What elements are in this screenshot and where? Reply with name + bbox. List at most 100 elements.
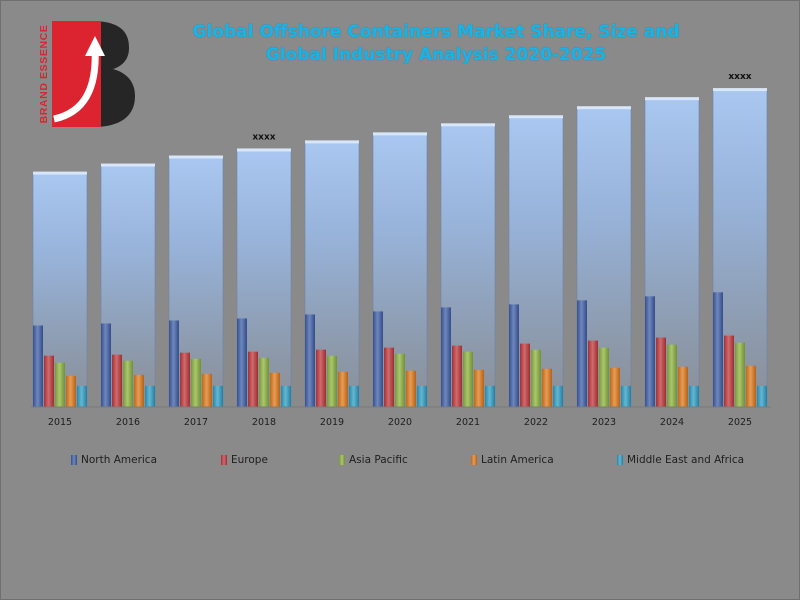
bar-latin-america-2024	[678, 366, 688, 407]
total-bar-cap-2017	[169, 155, 223, 159]
bar-asia-pacific-2016	[123, 360, 133, 407]
data-label-2018: xxxx	[252, 132, 275, 142]
bar-asia-pacific-2025	[735, 342, 745, 407]
total-bar-cap-2019	[305, 140, 359, 144]
bar-latin-america-2021	[474, 369, 484, 407]
x-tick-label-2017: 2017	[184, 417, 208, 428]
legend-swatch	[471, 455, 477, 465]
bar-middle-east-and-africa-2023	[621, 385, 631, 407]
bar-middle-east-and-africa-2020	[417, 385, 427, 407]
bar-europe-2017	[180, 352, 190, 407]
bar-europe-2024	[656, 337, 666, 407]
bar-latin-america-2025	[746, 365, 756, 407]
bar-north-america-2017	[169, 320, 179, 407]
bar-middle-east-and-africa-2024	[689, 385, 699, 407]
bar-latin-america-2019	[338, 371, 348, 407]
bar-north-america-2024	[645, 296, 655, 407]
legend-label: Middle East and Africa	[627, 454, 745, 466]
bar-europe-2016	[112, 354, 122, 407]
chart-title-line-1: Global Offshore Containers Market Share,…	[192, 22, 680, 42]
legend-swatch	[71, 455, 77, 465]
total-bar-cap-2024	[645, 97, 699, 101]
chart-title-line-2: Global Industry Analysis 2020-2025	[265, 45, 607, 65]
bar-middle-east-and-africa-2017	[213, 385, 223, 407]
bar-north-america-2021	[441, 307, 451, 407]
bar-north-america-2019	[305, 314, 315, 407]
x-tick-label-2020: 2020	[388, 417, 412, 428]
bar-asia-pacific-2023	[599, 347, 609, 407]
bar-asia-pacific-2021	[463, 351, 473, 407]
legend-swatch	[339, 455, 345, 465]
bar-latin-america-2016	[134, 374, 144, 407]
logo-text: BRAND ESSENCE	[38, 25, 50, 124]
bar-north-america-2015	[33, 325, 43, 407]
x-tick-label-2023: 2023	[592, 417, 616, 428]
bar-latin-america-2023	[610, 367, 620, 407]
bar-middle-east-and-africa-2015	[77, 385, 87, 407]
bar-north-america-2022	[509, 304, 519, 407]
total-bar-cap-2018	[237, 148, 291, 152]
x-tick-label-2021: 2021	[456, 417, 480, 428]
total-bar-cap-2016	[101, 163, 155, 167]
bar-asia-pacific-2017	[191, 358, 201, 407]
bar-europe-2015	[44, 355, 54, 407]
total-bar-cap-2023	[577, 106, 631, 110]
bar-latin-america-2017	[202, 373, 212, 407]
bar-north-america-2023	[577, 300, 587, 407]
bar-middle-east-and-africa-2022	[553, 385, 563, 407]
legend-item-north-america: North America	[71, 454, 157, 466]
total-bar-cap-2015	[33, 171, 87, 175]
bar-europe-2025	[724, 335, 734, 407]
x-tick-label-2015: 2015	[48, 417, 72, 428]
bar-asia-pacific-2015	[55, 362, 65, 407]
total-bar-cap-2022	[509, 115, 563, 119]
bar-latin-america-2020	[406, 370, 416, 407]
legend: North America Europe Asia Pacific Latin Ame…	[71, 454, 771, 470]
x-tick-label-2025: 2025	[728, 417, 752, 428]
x-tick-label-2022: 2022	[524, 417, 548, 428]
legend-item-asia-pacific: Asia Pacific	[339, 454, 408, 466]
bar-middle-east-and-africa-2021	[485, 385, 495, 407]
total-bar-cap-2025	[713, 88, 767, 92]
bar-asia-pacific-2020	[395, 353, 405, 407]
legend-item-latin-america: Latin America	[471, 454, 554, 466]
legend-swatch	[221, 455, 227, 465]
bar-north-america-2020	[373, 311, 383, 407]
legend-label: North America	[81, 454, 158, 466]
bar-asia-pacific-2024	[667, 344, 677, 407]
legend-label: Asia Pacific	[349, 454, 408, 466]
bar-latin-america-2015	[66, 375, 76, 407]
bar-asia-pacific-2022	[531, 349, 541, 407]
bar-europe-2021	[452, 345, 462, 407]
legend-label: Europe	[231, 454, 268, 466]
bar-latin-america-2022	[542, 368, 552, 407]
bar-north-america-2016	[101, 323, 111, 407]
bar-north-america-2018	[237, 318, 247, 407]
bar-latin-america-2018	[270, 372, 280, 407]
bar-asia-pacific-2019	[327, 355, 337, 407]
bar-europe-2023	[588, 340, 598, 407]
bar-europe-2019	[316, 349, 326, 407]
data-label-2025: xxxx	[728, 72, 751, 82]
bar-europe-2018	[248, 351, 258, 407]
bar-europe-2020	[384, 347, 394, 407]
total-bar-cap-2020	[373, 132, 427, 136]
x-tick-label-2016: 2016	[116, 417, 140, 428]
brand-essence-logo: BRAND ESSENCE	[38, 21, 135, 127]
bar-middle-east-and-africa-2019	[349, 385, 359, 407]
legend-label: Latin America	[481, 454, 554, 466]
bar-middle-east-and-africa-2025	[757, 385, 767, 407]
bar-middle-east-and-africa-2016	[145, 385, 155, 407]
bar-europe-2022	[520, 343, 530, 407]
legend-swatch	[617, 455, 623, 465]
x-tick-label-2018: 2018	[252, 417, 276, 428]
legend-item-europe: Europe	[221, 454, 268, 466]
total-bar-cap-2021	[441, 123, 495, 127]
x-tick-label-2024: 2024	[660, 417, 684, 428]
chart-title: Global Offshore Containers Market Share,…	[176, 21, 696, 67]
bar-middle-east-and-africa-2018	[281, 385, 291, 407]
legend-item-middle-east-and-africa: Middle East and Africa	[617, 454, 744, 466]
x-tick-label-2019: 2019	[320, 417, 344, 428]
